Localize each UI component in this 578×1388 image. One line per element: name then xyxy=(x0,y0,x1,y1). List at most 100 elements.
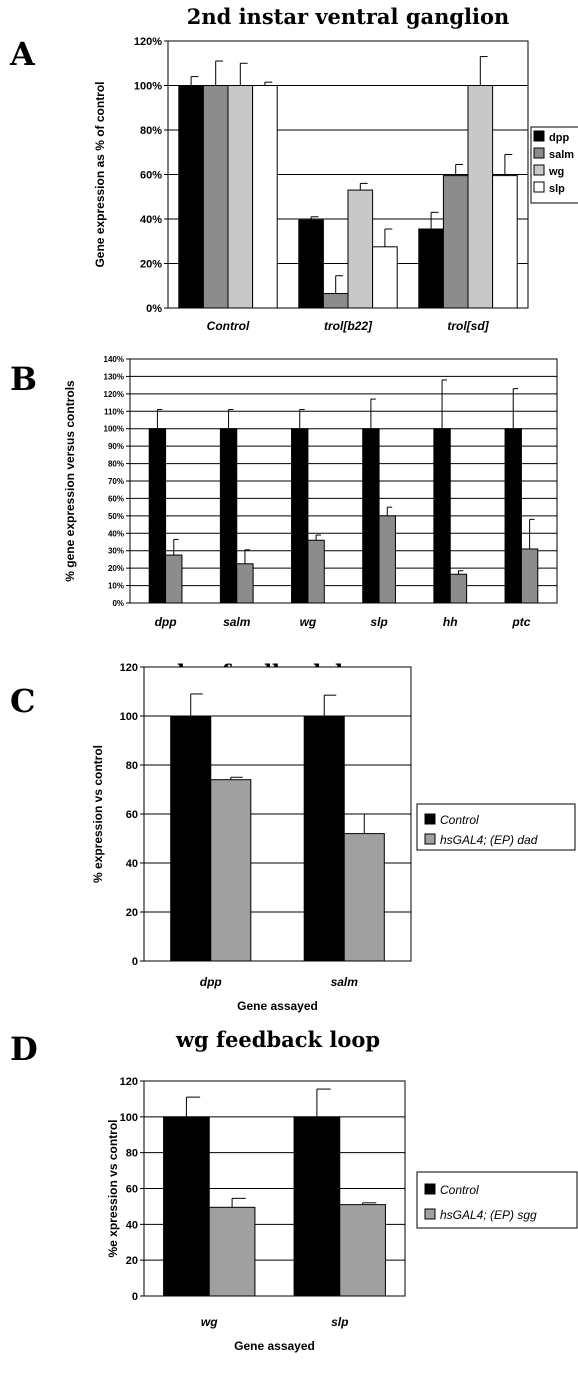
bar xyxy=(467,85,494,309)
bar xyxy=(492,175,518,309)
x-axis-label: Gene assayed xyxy=(234,1339,315,1353)
legend: Control hsGAL4; (EP) dad xyxy=(416,803,576,851)
y-tick-label: 70% xyxy=(108,477,124,486)
y-axis-label: % expression vs control xyxy=(91,745,105,883)
y-tick-label: 40 xyxy=(126,858,138,870)
bar xyxy=(520,548,539,604)
bar xyxy=(298,219,324,309)
y-tick-label: 0% xyxy=(112,599,124,608)
y-tick-label: 120% xyxy=(104,390,124,399)
y-tick-label: 100 xyxy=(120,1112,138,1124)
y-tick-label: 0 xyxy=(132,1291,138,1303)
legend-swatch xyxy=(424,833,436,845)
x-tick-label: dpp xyxy=(155,615,177,629)
y-tick-label: 40 xyxy=(126,1219,138,1231)
y-tick-label: 130% xyxy=(104,372,124,381)
bar xyxy=(322,293,349,309)
bar xyxy=(303,715,345,962)
legend-label: hsGAL4; (EP) dad xyxy=(440,833,538,847)
bar xyxy=(227,85,254,309)
chart-panel-b: B3rd instar brain lobes and eye discs0%1… xyxy=(10,355,558,629)
bar xyxy=(378,515,396,604)
bar xyxy=(202,85,229,309)
y-tick-label: 60% xyxy=(140,170,162,182)
bar xyxy=(208,1206,256,1297)
y-tick-label: 120 xyxy=(120,662,138,674)
y-tick-label: 60% xyxy=(108,494,124,503)
y-axis-label: %e xpression vs control xyxy=(106,1119,120,1257)
y-tick-label: 90% xyxy=(108,442,124,451)
y-tick-label: 110% xyxy=(104,407,124,416)
y-tick-label: 20 xyxy=(126,1255,138,1267)
bar xyxy=(442,175,469,309)
x-tick-label: salm xyxy=(223,615,251,629)
bar xyxy=(148,428,167,604)
bar xyxy=(163,1116,210,1297)
chart-panel-a: A 2nd instar ventral ganglion 0% 20% 40% 60% 8… xyxy=(9,4,578,333)
bar xyxy=(347,189,374,309)
legend-label: salm xyxy=(549,149,574,161)
plot-border xyxy=(129,358,558,604)
y-tick-label: 120% xyxy=(134,36,162,48)
legend-swatch xyxy=(533,130,545,142)
y-tick-label: 20 xyxy=(126,907,138,919)
bar xyxy=(291,428,309,604)
bar xyxy=(178,85,204,309)
legend: Control hsGAL4; (EP) sgg xyxy=(416,1171,578,1229)
bar xyxy=(449,573,468,604)
legend: dpp salm wg slp xyxy=(530,126,578,204)
legend-label: Control xyxy=(440,1183,479,1197)
panel-letter: A xyxy=(9,35,36,73)
x-tick-label: slp xyxy=(370,615,387,629)
legend-label: slp xyxy=(549,183,565,195)
bar xyxy=(362,428,380,604)
chart-panel-c: Cdpp feedback loop020406080100120dppsalm… xyxy=(10,660,576,1013)
bar xyxy=(418,228,444,309)
y-tick-label: 80% xyxy=(108,460,124,469)
bar xyxy=(293,1116,341,1297)
legend-swatch xyxy=(424,813,436,825)
x-tick-label: wg xyxy=(300,615,317,629)
y-tick-label: 60 xyxy=(126,809,138,821)
x-tick-label: hh xyxy=(443,615,458,629)
y-axis-label: % gene expression versus controls xyxy=(63,380,77,582)
legend-swatch xyxy=(533,164,545,176)
legend-swatch xyxy=(424,1208,436,1220)
x-tick-label: trol[sd] xyxy=(447,319,489,333)
x-tick-label: Control xyxy=(207,319,250,333)
y-tick-label: 100% xyxy=(134,81,162,93)
legend-swatch xyxy=(424,1183,436,1195)
legend-label: dpp xyxy=(549,132,569,144)
plot-border xyxy=(143,1080,406,1297)
y-tick-label: 30% xyxy=(108,547,124,556)
y-tick-label: 20% xyxy=(108,564,124,573)
chart-title: wg feedback loop xyxy=(175,1027,380,1052)
bar xyxy=(170,715,212,962)
y-tick-label: 140% xyxy=(104,355,124,364)
y-tick-label: 0% xyxy=(146,303,162,315)
legend-box xyxy=(416,803,576,851)
legend-label: wg xyxy=(548,166,564,178)
bar xyxy=(433,428,451,604)
legend-box xyxy=(416,1171,578,1229)
panel-letter: D xyxy=(10,1030,38,1068)
x-axis-label: Gene assayed xyxy=(237,999,318,1013)
bar xyxy=(343,833,385,962)
legend-swatch xyxy=(533,181,545,193)
y-axis-label: Gene expression as % of control xyxy=(93,81,107,267)
y-tick-label: 60 xyxy=(126,1184,138,1196)
chart-title: 2nd instar ventral ganglion xyxy=(187,4,510,29)
y-tick-label: 100% xyxy=(104,425,124,434)
y-tick-label: 80 xyxy=(126,1148,138,1160)
plot-border xyxy=(143,666,412,962)
bar xyxy=(339,1204,386,1297)
bar xyxy=(236,563,254,604)
y-tick-label: 80 xyxy=(126,760,138,772)
x-tick-label: dpp xyxy=(200,975,222,989)
y-tick-label: 40% xyxy=(140,214,162,226)
x-tick-label: slp xyxy=(331,1315,348,1329)
x-tick-label: ptc xyxy=(511,615,530,629)
y-tick-label: 0 xyxy=(132,956,138,968)
panel-letter: C xyxy=(10,682,35,720)
